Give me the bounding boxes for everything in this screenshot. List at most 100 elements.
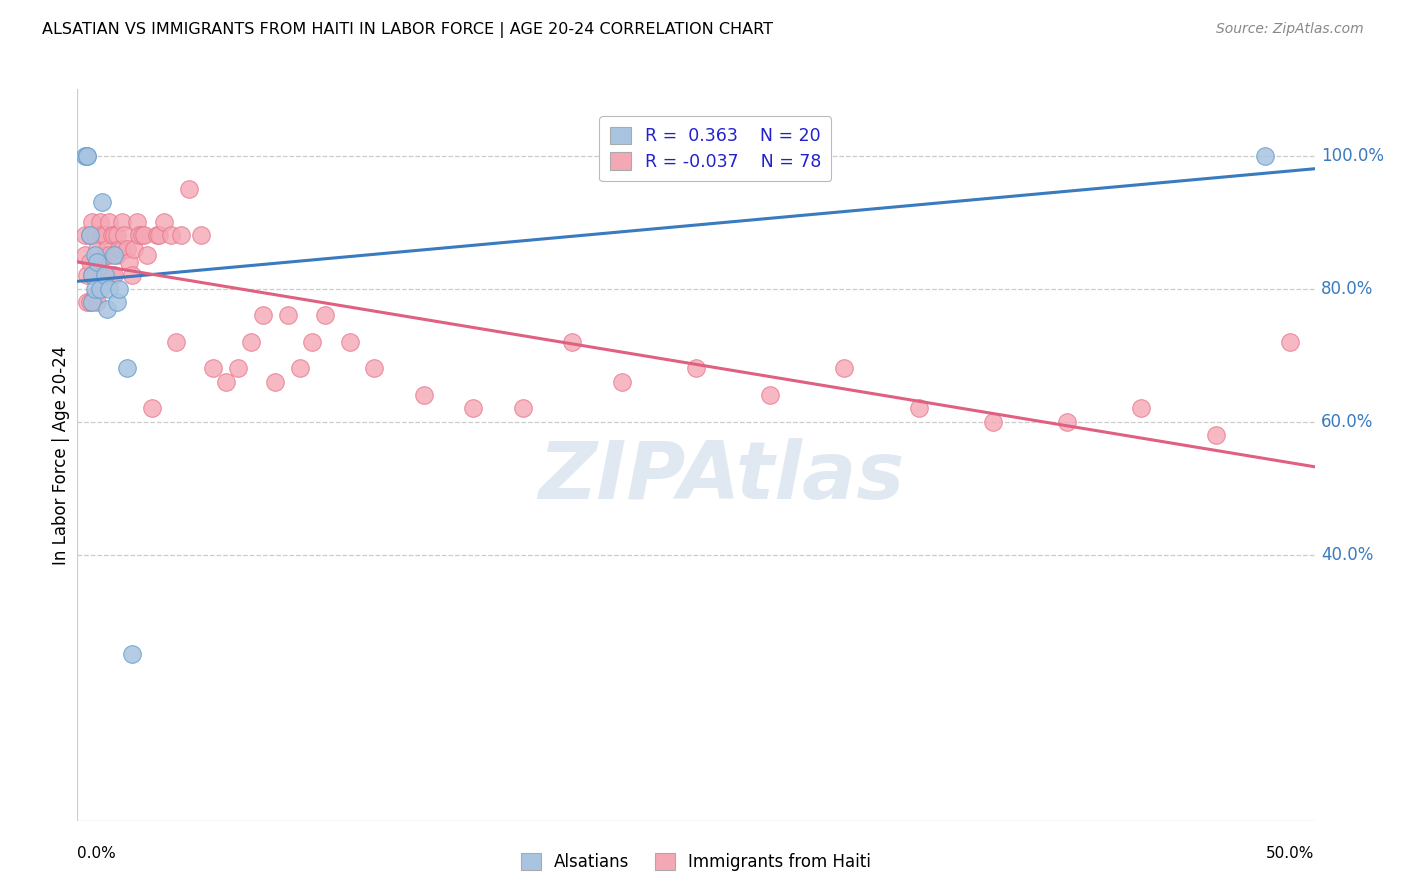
Point [93,248,115,262]
Point [1278,334,1301,349]
Point [96,242,118,256]
Point [252,308,274,322]
Point [215,375,238,389]
Point [93,228,115,243]
Point [83,248,105,262]
Point [76,268,98,283]
Text: ALSATIAN VS IMMIGRANTS FROM HAITI IN LABOR FORCE | AGE 20-24 CORRELATION CHART: ALSATIAN VS IMMIGRANTS FROM HAITI IN LAB… [42,22,773,38]
Point [264,375,287,389]
Point [111,215,134,229]
Point [83,282,105,296]
Point [1254,149,1277,163]
Point [277,308,299,322]
Point [363,361,385,376]
Point [226,361,249,376]
Text: ZIPAtlas: ZIPAtlas [537,438,904,516]
Point [1130,401,1153,416]
Point [89,215,111,229]
Point [412,388,434,402]
Point [96,301,118,316]
Point [759,388,782,402]
Point [91,195,114,210]
Point [131,228,153,243]
Point [165,334,187,349]
Text: 100.0%: 100.0% [1320,146,1384,165]
Point [118,255,141,269]
Point [93,268,115,283]
Text: Source: ZipAtlas.com: Source: ZipAtlas.com [1216,22,1364,37]
Point [115,361,138,376]
Point [115,242,138,256]
Point [135,248,157,262]
Point [141,401,163,416]
Point [103,268,125,283]
Point [134,228,156,243]
Point [79,228,101,243]
Point [202,361,225,376]
Text: 50.0%: 50.0% [1267,847,1315,862]
Point [103,228,125,243]
Point [1056,415,1078,429]
Point [1205,428,1227,442]
Point [160,228,183,243]
Point [79,228,101,243]
Y-axis label: In Labor Force | Age 20-24: In Labor Force | Age 20-24 [52,345,70,565]
Point [73,149,96,163]
Point [339,334,361,349]
Point [685,361,707,376]
Point [112,228,135,243]
Point [86,242,108,256]
Point [108,242,131,256]
Point [105,295,128,310]
Point [76,149,98,163]
Point [288,361,311,376]
Text: 0.0%: 0.0% [77,847,117,862]
Point [82,215,104,229]
Point [105,228,128,243]
Point [907,401,929,416]
Point [73,248,96,262]
Point [177,182,200,196]
Point [76,295,98,310]
Point [561,334,583,349]
Point [463,401,485,416]
Point [91,228,114,243]
Point [301,334,323,349]
Point [121,648,143,662]
Point [122,242,145,256]
Point [91,268,114,283]
Legend: Alsatians, Immigrants from Haiti: Alsatians, Immigrants from Haiti [515,847,877,878]
Point [82,268,104,283]
Point [153,215,176,229]
Point [834,361,856,376]
Point [83,228,105,243]
Point [981,415,1004,429]
Point [83,268,105,283]
Point [101,268,124,283]
Point [82,295,104,310]
Text: 80.0%: 80.0% [1320,280,1374,298]
Text: 40.0%: 40.0% [1320,546,1374,564]
Point [79,295,101,310]
Point [73,228,96,243]
Point [121,268,143,283]
Point [512,401,534,416]
Point [314,308,336,322]
Point [148,228,170,243]
Text: 60.0%: 60.0% [1320,413,1374,431]
Point [86,255,108,269]
Point [108,282,131,296]
Point [76,149,98,163]
Point [190,228,212,243]
Point [98,248,121,262]
Point [128,228,150,243]
Point [145,228,167,243]
Point [82,268,104,283]
Point [89,255,111,269]
Point [89,282,111,296]
Point [103,248,125,262]
Point [86,295,108,310]
Point [610,375,633,389]
Point [98,215,121,229]
Point [79,255,101,269]
